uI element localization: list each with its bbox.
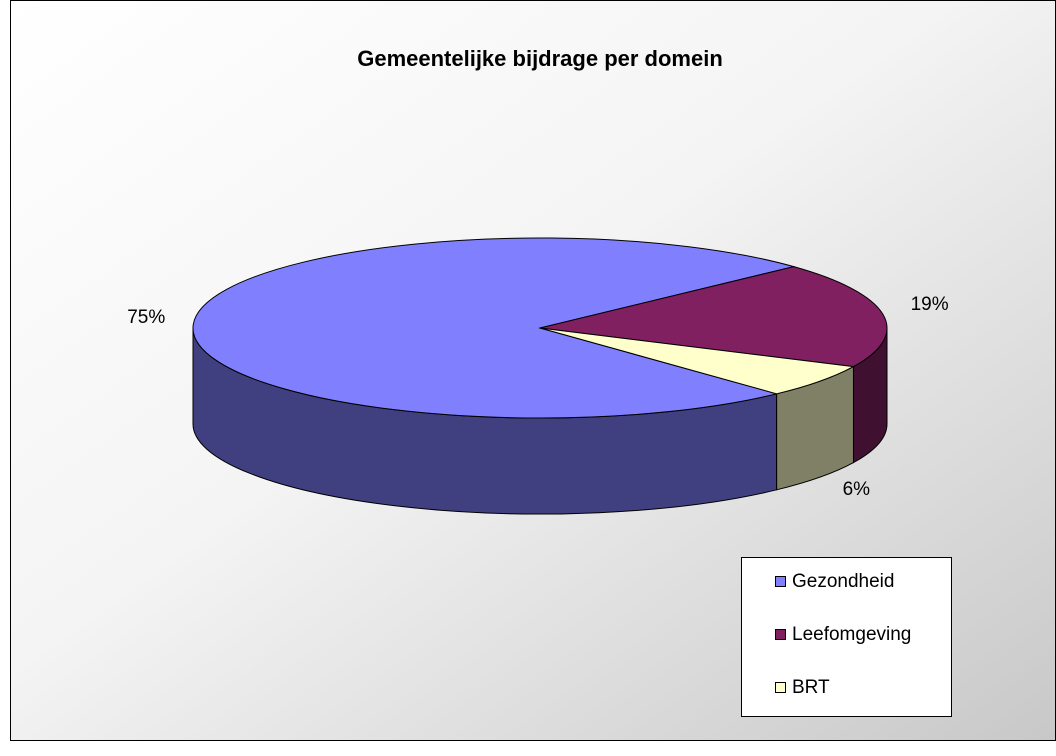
data-label: 6% bbox=[843, 479, 871, 500]
pie-slice bbox=[539, 266, 888, 368]
legend-swatch bbox=[775, 682, 786, 693]
legend-label: Leefomgeving bbox=[792, 624, 911, 645]
data-label: 75% bbox=[127, 307, 165, 328]
pie-slice bbox=[192, 237, 796, 419]
pie-slice bbox=[539, 327, 856, 395]
chart-title: Gemeentelijke bijdrage per domein bbox=[357, 46, 723, 71]
legend-swatch bbox=[775, 629, 786, 640]
legend-swatch bbox=[775, 576, 786, 587]
legend-label: Gezondheid bbox=[792, 571, 894, 592]
data-label: 19% bbox=[911, 294, 949, 315]
legend-label: BRT bbox=[792, 677, 830, 698]
pie bbox=[192, 237, 888, 515]
